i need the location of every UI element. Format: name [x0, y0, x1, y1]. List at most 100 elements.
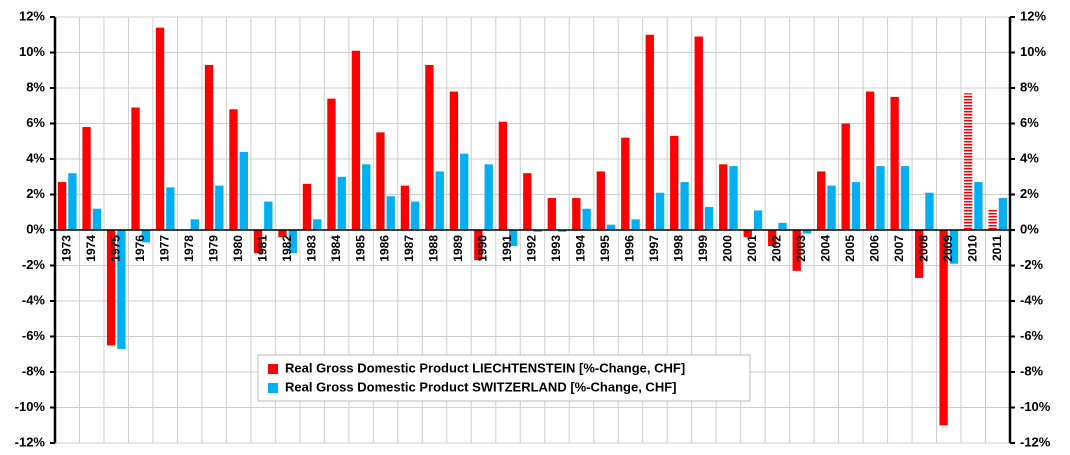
bar: [900, 166, 910, 230]
bar: [572, 198, 581, 230]
bar: [327, 98, 336, 231]
bar: [204, 64, 214, 230]
bar: [876, 166, 885, 230]
y2-tick-label: 12%: [1020, 8, 1046, 23]
y2-tick-label: -6%: [1020, 328, 1044, 343]
bar: [215, 185, 224, 230]
bar: [792, 230, 801, 271]
y2-tick-label: 0%: [1020, 221, 1039, 236]
x-tick-label: 2007: [892, 235, 906, 262]
bar: [82, 127, 91, 230]
legend-swatch: [268, 364, 278, 374]
x-tick-label: 1998: [672, 235, 686, 262]
x-tick-label: 1985: [353, 235, 367, 262]
bar: [278, 230, 287, 238]
bar: [498, 121, 508, 230]
x-tick-label: 1981: [255, 235, 269, 262]
bar: [998, 198, 1008, 230]
x-tick-label: 1990: [476, 235, 490, 262]
y-tick-label: -10%: [15, 399, 46, 414]
x-tick-label: 1999: [696, 235, 710, 262]
bar: [890, 96, 899, 230]
bar: [302, 183, 312, 230]
bar: [92, 208, 102, 230]
x-tick-label: 2010: [965, 235, 979, 262]
y-tick-label: -4%: [22, 292, 46, 307]
y2-tick-label: 6%: [1020, 115, 1039, 130]
bar: [655, 192, 665, 230]
bar: [680, 182, 689, 230]
bar: [631, 219, 640, 230]
bar: [817, 171, 826, 230]
bar: [753, 210, 763, 230]
x-tick-label: 1979: [206, 235, 220, 262]
bar: [704, 206, 714, 230]
x-tick-label: 1987: [402, 235, 416, 262]
bar: [827, 185, 836, 230]
y-tick-label: 6%: [26, 115, 45, 130]
y2-tick-label: 10%: [1020, 44, 1046, 59]
y-tick-label: 8%: [26, 79, 45, 94]
legend-swatch: [268, 383, 278, 393]
bar: [509, 230, 518, 246]
bar: [411, 201, 420, 230]
y-tick-label: -2%: [22, 257, 46, 272]
bar: [557, 230, 567, 232]
bar: [596, 171, 605, 230]
bar: [606, 224, 616, 230]
bar: [925, 192, 934, 230]
x-tick-label: 1976: [133, 235, 147, 262]
legend-label: Real Gross Domestic Product LIECHTENSTEI…: [285, 360, 685, 375]
bar: [939, 230, 948, 426]
x-tick-label: 2000: [721, 235, 735, 262]
y2-tick-label: 2%: [1020, 186, 1039, 201]
x-tick-label: 1992: [525, 235, 539, 262]
x-tick-label: 1991: [500, 235, 514, 262]
bar: [400, 185, 410, 230]
bar: [141, 230, 151, 243]
y2-tick-label: 8%: [1020, 79, 1039, 94]
x-tick-label: 1984: [329, 235, 343, 262]
bar: [547, 198, 556, 230]
bar: [949, 230, 959, 264]
bar: [253, 230, 263, 254]
bar: [963, 93, 973, 230]
x-tick-label: 1982: [280, 235, 294, 262]
x-tick-label: 2008: [916, 235, 930, 262]
y2-tick-label: -10%: [1020, 399, 1051, 414]
bar: [974, 182, 983, 230]
y-tick-label: -8%: [22, 363, 46, 378]
bar: [778, 222, 787, 230]
y2-tick-label: -12%: [1020, 434, 1051, 449]
bar: [288, 230, 297, 254]
bar: [851, 182, 861, 230]
y2-tick-label: -4%: [1020, 292, 1044, 307]
y2-tick-label: -2%: [1020, 257, 1044, 272]
bar: [106, 230, 116, 346]
x-tick-label: 1977: [157, 235, 171, 262]
bar: [117, 230, 126, 349]
bar: [484, 164, 493, 230]
x-tick-label: 2001: [745, 235, 759, 262]
y-tick-label: 2%: [26, 186, 45, 201]
bar: [523, 173, 532, 230]
bar: [337, 176, 346, 230]
x-tick-label: 1980: [231, 235, 245, 262]
x-tick-label: 2006: [867, 235, 881, 262]
bar: [988, 208, 997, 230]
bar: [719, 164, 728, 230]
y-tick-label: -12%: [15, 434, 46, 449]
x-tick-label: 1995: [598, 235, 612, 262]
bar: [841, 123, 850, 230]
y2-tick-label: -8%: [1020, 363, 1044, 378]
bar: [474, 230, 483, 261]
bar: [425, 64, 434, 230]
bar: [166, 187, 175, 230]
bar: [533, 230, 542, 232]
x-tick-label: 1986: [378, 235, 392, 262]
bar: [645, 34, 654, 230]
x-tick-label: 1988: [427, 235, 441, 262]
bar: [313, 219, 322, 230]
bar: [670, 135, 679, 230]
